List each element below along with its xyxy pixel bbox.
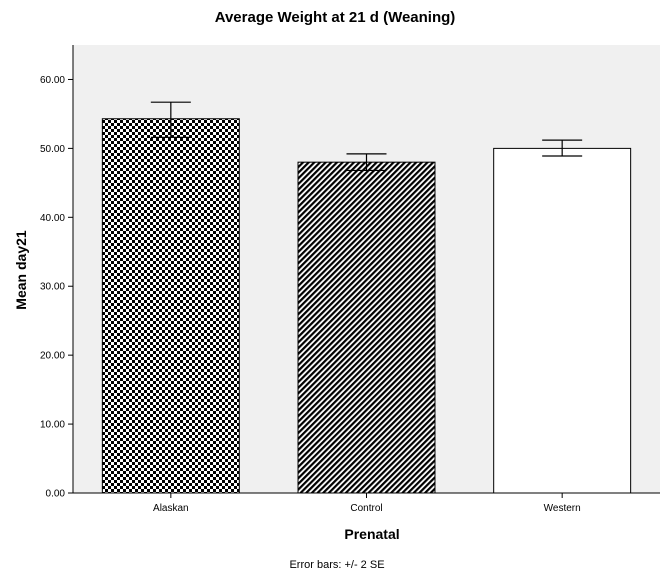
error-bars xyxy=(150,101,583,172)
bars xyxy=(101,118,632,494)
y-tick-label: 60.00 xyxy=(40,75,65,86)
y-tick-label: 10.00 xyxy=(40,420,65,431)
y-tick-label: 30.00 xyxy=(40,282,65,293)
bar-alaskan xyxy=(101,118,240,494)
y-axis-label: Mean day21 xyxy=(13,230,29,310)
x-axis: Alaskan Control Western xyxy=(73,492,660,514)
x-tick-label: Alaskan xyxy=(153,503,189,514)
y-tick-label: 0.00 xyxy=(46,489,66,500)
x-axis-label: Prenatal xyxy=(344,526,399,542)
bar-control xyxy=(297,161,436,494)
bar-western xyxy=(493,147,632,494)
y-axis: 0.00 10.00 20.00 30.00 40.00 50.00 60.00 xyxy=(40,45,74,500)
x-tick-label: Western xyxy=(544,503,581,514)
y-tick-label: 20.00 xyxy=(40,351,65,362)
x-tick-label: Control xyxy=(350,503,382,514)
y-tick-label: 50.00 xyxy=(40,144,65,155)
error-bar-caption: Error bars: +/- 2 SE xyxy=(289,559,384,571)
y-tick-label: 40.00 xyxy=(40,213,65,224)
chart-title: Average Weight at 21 d (Weaning) xyxy=(215,9,456,26)
